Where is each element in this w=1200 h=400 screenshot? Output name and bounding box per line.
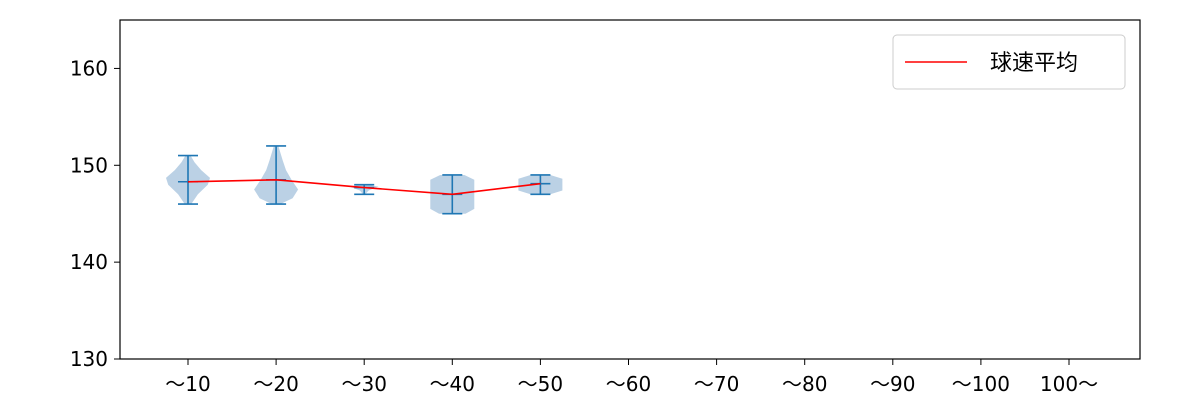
x-tick-label: ～100 [952,372,1010,396]
y-tick-label: 160 [70,56,108,80]
legend-box [892,34,1126,90]
y-tick-label: 150 [70,153,108,177]
legend-label: 球速平均 [990,51,1078,76]
x-tick-label: ～30 [341,372,386,396]
x-tick-label: ～80 [782,372,827,396]
x-tick-label: ～40 [430,372,475,396]
x-tick-label: ～50 [518,372,563,396]
y-axis: 130 140 150 160 [70,56,120,371]
x-tick-label: ～90 [870,372,915,396]
y-tick-label: 140 [70,250,108,274]
plot-content [166,145,563,215]
x-tick-label: ～60 [606,372,651,396]
plot-frame [119,19,1141,360]
x-tick-label: 100～ [1040,372,1098,396]
x-tick-label: ～10 [165,372,210,396]
y-tick-label: 130 [70,347,108,371]
x-tick-label: ～20 [253,372,298,396]
legend: 球速平均 [892,34,1126,90]
x-tick-label: ～70 [694,372,739,396]
x-axis: ～10 ～20 ～30 ～40 ～50 ～60 ～70 ～80 ～90 ～100 100～ [165,359,1098,396]
